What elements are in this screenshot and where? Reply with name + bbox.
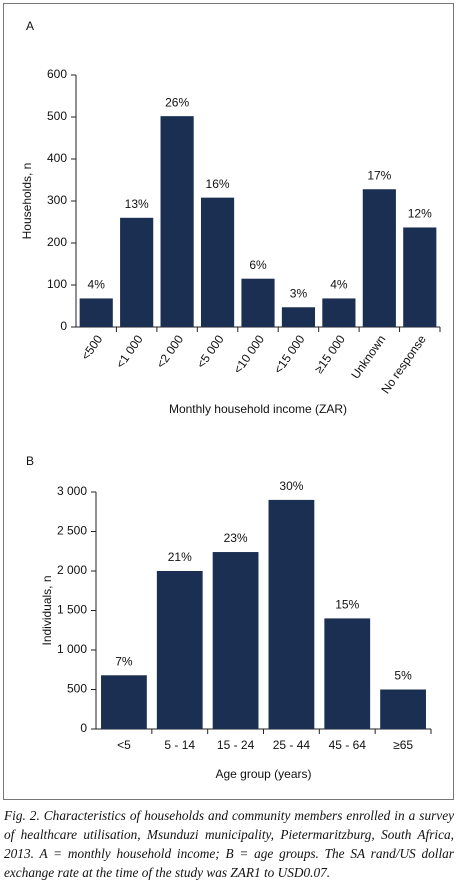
y-tick-label: 600 xyxy=(47,67,67,81)
percent-label: 7% xyxy=(115,654,133,668)
x-tick-label: <2 000 xyxy=(153,332,186,371)
y-axis-label: Households, n xyxy=(20,163,34,240)
bar xyxy=(79,298,113,327)
panel-label: A xyxy=(26,19,34,33)
percent-label: 16% xyxy=(206,177,230,191)
bar xyxy=(324,618,371,729)
bar xyxy=(120,217,154,327)
x-tick-label: <5 000 xyxy=(194,332,227,371)
x-tick-label: <15 000 xyxy=(271,332,308,376)
bar xyxy=(403,227,437,327)
percent-label: 4% xyxy=(88,278,106,292)
y-tick-label: 1 500 xyxy=(57,603,87,617)
panel-label: B xyxy=(26,454,34,468)
x-axis-label: Age group (years) xyxy=(215,767,311,781)
percent-label: 23% xyxy=(224,531,248,545)
bar xyxy=(241,278,275,327)
bar xyxy=(160,116,194,327)
bar xyxy=(200,197,235,327)
percent-label: 12% xyxy=(408,207,432,221)
y-axis-label: Individuals, n xyxy=(40,575,54,645)
bar xyxy=(212,552,259,729)
x-tick-label: 5 - 14 xyxy=(164,738,195,752)
percent-label: 17% xyxy=(367,168,391,182)
x-tick-label: <5 xyxy=(117,738,131,752)
y-tick-label: 300 xyxy=(47,193,67,207)
bar xyxy=(362,189,396,327)
x-tick-label: ≥65 xyxy=(393,738,413,752)
x-tick-label: 25 - 44 xyxy=(273,738,311,752)
x-tick-label: <10 000 xyxy=(231,332,268,376)
y-tick-label: 3 000 xyxy=(57,484,87,498)
percent-label: 13% xyxy=(125,197,149,211)
y-tick-label: 500 xyxy=(67,682,87,696)
charts: A Households, n Monthly household income (… xyxy=(20,19,441,781)
percent-label: 21% xyxy=(168,550,192,564)
y-tick-label: 2 500 xyxy=(57,524,87,538)
percent-label: 3% xyxy=(290,286,308,300)
caption: Fig. 2. Characteristics of households an… xyxy=(4,808,454,880)
x-tick-label: <500 xyxy=(78,332,105,362)
y-tick-label: 2 000 xyxy=(57,563,87,577)
bar xyxy=(281,307,316,327)
percent-label: 6% xyxy=(249,258,267,272)
bar xyxy=(101,675,147,729)
x-tick-label: ≥15 000 xyxy=(312,332,348,376)
bar xyxy=(156,571,203,729)
percent-label: 4% xyxy=(330,278,348,292)
x-axis-label: Monthly household income (ZAR) xyxy=(169,402,347,416)
x-tick-label: 15 - 24 xyxy=(217,738,255,752)
x-tick-label: Unknown xyxy=(348,333,388,382)
y-tick-label: 500 xyxy=(47,109,67,123)
bar xyxy=(322,298,356,327)
figure-frame xyxy=(3,3,454,800)
percent-label: 26% xyxy=(165,95,189,109)
bar xyxy=(380,689,426,729)
y-tick-label: 400 xyxy=(47,151,67,165)
y-tick-label: 1 000 xyxy=(57,642,87,656)
y-tick-label: 200 xyxy=(47,235,67,249)
x-tick-label: <1 000 xyxy=(113,332,146,371)
bar xyxy=(268,499,315,729)
y-tick-label: 0 xyxy=(60,319,67,333)
x-tick-label: 45 - 64 xyxy=(329,738,367,752)
percent-label: 5% xyxy=(394,669,412,683)
y-tick-label: 0 xyxy=(80,721,87,735)
percent-label: 30% xyxy=(279,479,303,493)
y-tick-label: 100 xyxy=(47,277,67,291)
percent-label: 15% xyxy=(335,598,359,612)
